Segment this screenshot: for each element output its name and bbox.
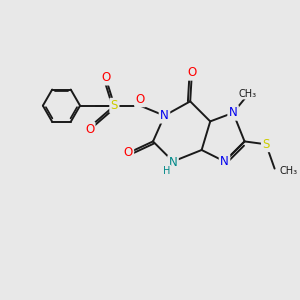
Text: S: S <box>262 138 270 151</box>
Text: O: O <box>136 93 145 106</box>
Text: CH₃: CH₃ <box>280 166 298 176</box>
Text: O: O <box>101 71 110 84</box>
Text: N: N <box>229 106 238 119</box>
Text: N: N <box>160 109 169 122</box>
Text: O: O <box>124 146 133 159</box>
Text: CH₃: CH₃ <box>238 88 256 99</box>
Text: S: S <box>111 99 118 112</box>
Text: H: H <box>163 166 170 176</box>
Text: N: N <box>220 155 229 168</box>
Text: O: O <box>85 123 94 136</box>
Text: O: O <box>187 66 196 79</box>
Text: N: N <box>169 156 177 170</box>
